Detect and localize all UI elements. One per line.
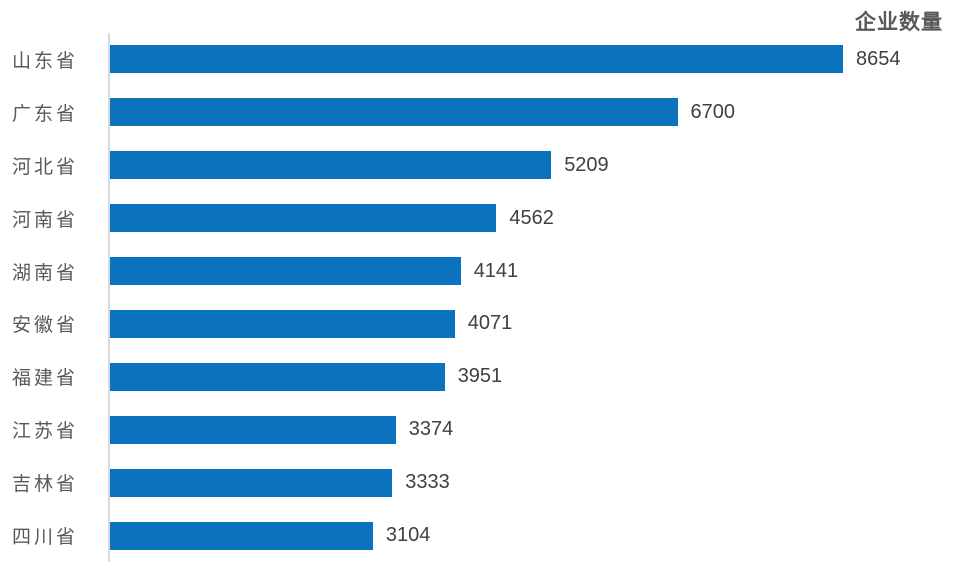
bar xyxy=(110,521,373,550)
bar xyxy=(110,257,461,286)
bar xyxy=(110,204,497,233)
bar-track: 4071 xyxy=(110,309,959,338)
category-label: 广东省 xyxy=(12,102,79,125)
value-label: 4562 xyxy=(509,206,554,229)
y-axis-line xyxy=(108,33,110,562)
category-label: 湖南省 xyxy=(12,261,79,284)
bar-track: 3951 xyxy=(110,362,959,391)
bar-track: 6700 xyxy=(110,98,959,127)
bar-row: 湖南省 4141 xyxy=(0,245,959,298)
bar-track: 8654 xyxy=(110,45,959,74)
value-label: 3104 xyxy=(385,524,431,547)
category-label: 吉林省 xyxy=(12,473,79,496)
category-label: 福建省 xyxy=(12,367,79,390)
value-label: 8654 xyxy=(856,47,901,70)
bar-row: 河北省 5209 xyxy=(0,139,959,192)
category-label: 安徽省 xyxy=(12,314,79,337)
chart-title: 企业数量 xyxy=(855,11,943,34)
bar-track: 3104 xyxy=(110,521,959,550)
bar-row: 广东省 6700 xyxy=(0,86,959,139)
value-label: 3374 xyxy=(408,418,454,441)
bar-row: 四川省 3104 xyxy=(0,509,959,562)
bar-row: 福建省 3951 xyxy=(0,350,959,403)
bar xyxy=(110,98,678,127)
bar xyxy=(110,151,552,180)
bar-track: 4141 xyxy=(110,257,959,286)
category-label: 河北省 xyxy=(12,155,79,178)
value-label: 4071 xyxy=(467,312,513,335)
category-label: 山东省 xyxy=(12,49,79,72)
bar-row: 吉林省 3333 xyxy=(0,456,959,509)
bar xyxy=(110,415,396,444)
bar-rows: 山东省 8654 广东省 6700 河北省 5209 河南省 4562 湖南省 … xyxy=(0,33,959,562)
value-label: 5209 xyxy=(564,153,609,176)
category-label: 四川省 xyxy=(12,526,79,549)
bar-row: 河南省 4562 xyxy=(0,192,959,245)
bar-row: 安徽省 4071 xyxy=(0,298,959,351)
bar xyxy=(110,468,393,497)
category-label: 江苏省 xyxy=(12,420,79,443)
bar-row: 江苏省 3374 xyxy=(0,403,959,456)
bar-track: 4562 xyxy=(110,204,959,233)
value-label: 6700 xyxy=(690,100,736,123)
plot-area: 山东省 8654 广东省 6700 河北省 5209 河南省 4562 湖南省 … xyxy=(0,33,959,562)
value-label: 3951 xyxy=(457,365,503,388)
bar-track: 3374 xyxy=(110,415,959,444)
bar xyxy=(110,362,445,391)
bar xyxy=(110,309,455,338)
value-label: 4141 xyxy=(473,259,519,282)
bar-row: 山东省 8654 xyxy=(0,33,959,86)
bar-track: 3333 xyxy=(110,468,959,497)
category-label: 河南省 xyxy=(12,208,79,231)
bar xyxy=(110,45,843,74)
value-label: 3333 xyxy=(405,471,450,494)
bar-track: 5209 xyxy=(110,151,959,180)
